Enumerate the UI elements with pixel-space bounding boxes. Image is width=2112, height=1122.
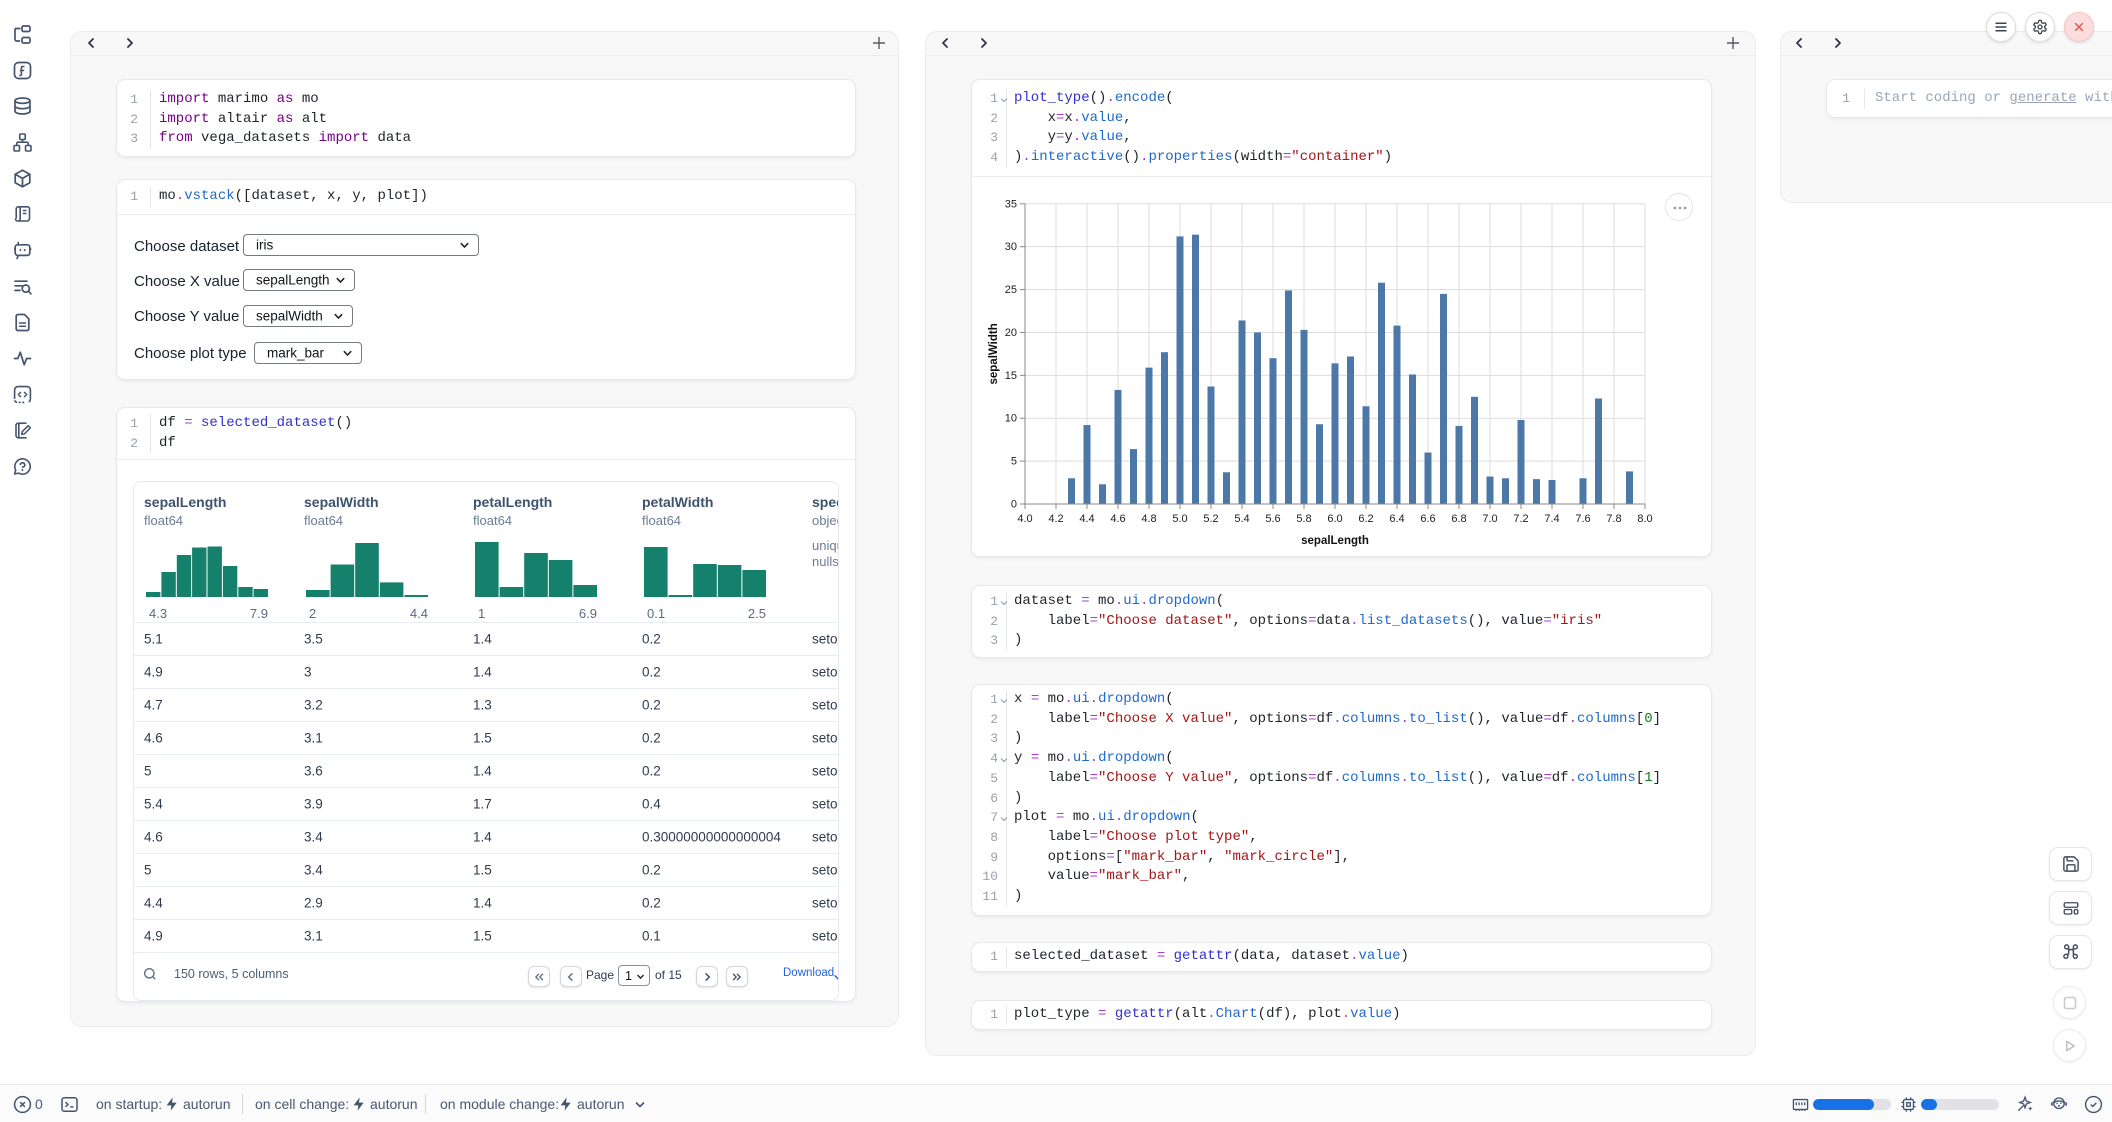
svg-text:6.0: 6.0: [1327, 513, 1342, 525]
svg-text:30: 30: [1005, 241, 1017, 253]
svg-text:4.4: 4.4: [1079, 513, 1094, 525]
svg-text:5.2: 5.2: [1203, 513, 1218, 525]
svg-text:20: 20: [1005, 327, 1017, 339]
svg-text:4.8: 4.8: [1141, 513, 1156, 525]
svg-text:35: 35: [1005, 198, 1017, 210]
svg-text:7.8: 7.8: [1606, 513, 1621, 525]
svg-text:7.4: 7.4: [1544, 513, 1559, 525]
svg-text:5.8: 5.8: [1296, 513, 1311, 525]
svg-text:8.0: 8.0: [1637, 513, 1652, 525]
svg-text:5: 5: [1011, 456, 1017, 468]
svg-text:4.2: 4.2: [1048, 513, 1063, 525]
svg-text:5.0: 5.0: [1172, 513, 1187, 525]
svg-text:25: 25: [1005, 284, 1017, 296]
svg-text:5.4: 5.4: [1234, 513, 1249, 525]
svg-text:4.6: 4.6: [1110, 513, 1125, 525]
svg-text:6.4: 6.4: [1389, 513, 1404, 525]
svg-text:15: 15: [1005, 370, 1017, 382]
svg-text:6.2: 6.2: [1358, 513, 1373, 525]
svg-text:0: 0: [1011, 499, 1017, 511]
svg-text:7.0: 7.0: [1482, 513, 1497, 525]
svg-text:6.6: 6.6: [1420, 513, 1435, 525]
svg-text:5.6: 5.6: [1265, 513, 1280, 525]
svg-text:4.0: 4.0: [1017, 513, 1032, 525]
svg-text:7.6: 7.6: [1575, 513, 1590, 525]
svg-text:6.8: 6.8: [1451, 513, 1466, 525]
svg-text:sepalWidth: sepalWidth: [988, 323, 1000, 384]
svg-text:sepalLength: sepalLength: [1301, 535, 1369, 547]
svg-text:7.2: 7.2: [1513, 513, 1528, 525]
svg-text:10: 10: [1005, 413, 1017, 425]
